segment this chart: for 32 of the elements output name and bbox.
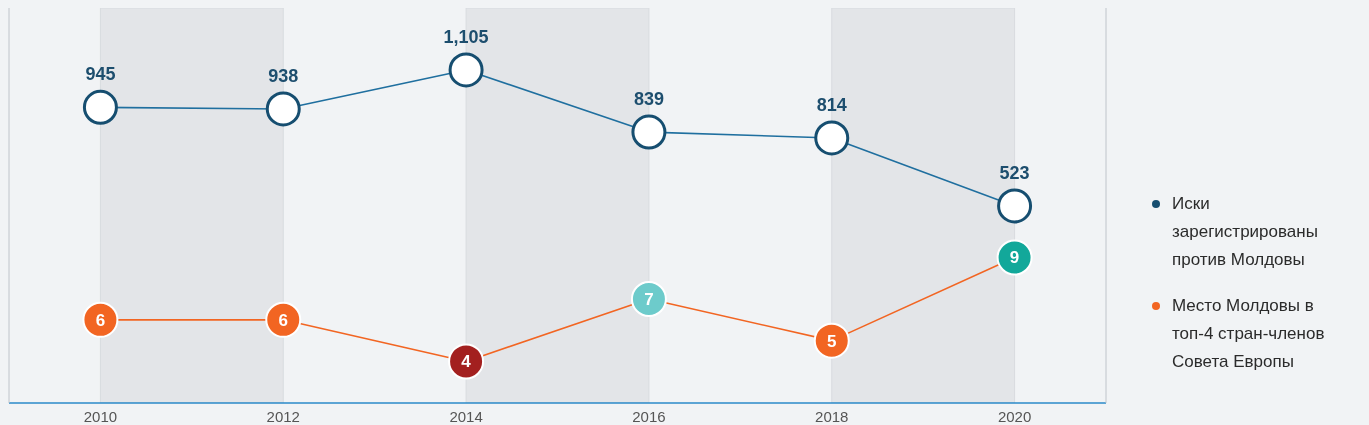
data-label: 1,105 — [443, 26, 489, 47]
point — [265, 301, 302, 338]
x-tick-label: 2018 — [815, 407, 849, 425]
data-label: 938 — [268, 65, 299, 86]
x-tick-label: 2020 — [997, 407, 1032, 425]
point — [265, 91, 301, 127]
legend-label: Место Молдовы в топ-4 стран-членов Совета Европы — [1172, 295, 1326, 373]
data-label: 5 — [827, 331, 837, 351]
legend-label: Иски зарегистрированы против Молдовы — [1172, 193, 1319, 271]
point — [997, 188, 1033, 224]
data-label: 945 — [85, 64, 116, 85]
x-tick-label: 2010 — [83, 407, 118, 425]
x-tick-label: 2012 — [266, 407, 300, 425]
data-label: 839 — [633, 89, 664, 110]
data-label: 6 — [278, 310, 288, 330]
point — [631, 114, 667, 150]
data-label: 4 — [461, 352, 472, 372]
data-label: 523 — [999, 162, 1030, 183]
point — [448, 343, 485, 380]
data-label: 6 — [95, 310, 106, 330]
point — [82, 89, 118, 125]
data-label: 814 — [816, 94, 847, 115]
point — [82, 301, 119, 338]
point — [814, 120, 850, 156]
point — [630, 281, 667, 318]
data-label: 9 — [1009, 248, 1020, 268]
data-label: 7 — [644, 290, 654, 310]
x-tick-label: 2014 — [449, 407, 483, 425]
point — [448, 52, 484, 88]
point — [996, 239, 1033, 276]
x-tick-label: 2016 — [632, 407, 666, 425]
point — [813, 322, 850, 359]
